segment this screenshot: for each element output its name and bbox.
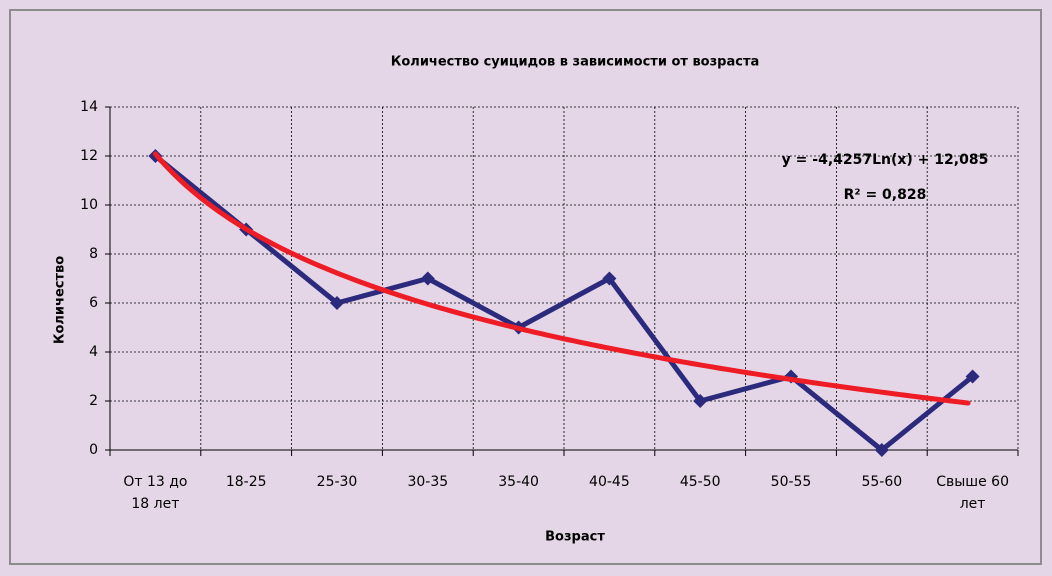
y-tick-label: 14 [80,99,98,115]
y-tick-label: 6 [89,295,98,311]
x-axis-label: Возраст [545,530,605,545]
x-tick-label: 30-35 [407,474,449,490]
x-tick-label: 55-60 [861,474,903,490]
x-tick-label: От 13 до 18 лет [123,474,188,512]
trendline-r-squared: R² = 0,828 [844,187,927,203]
data-point [874,443,889,457]
x-tick-label: 25-30 [316,474,358,490]
chart-frame [9,9,1042,565]
chart-title: Количество суицидов в зависимости от воз… [391,55,760,70]
y-tick-label: 4 [89,344,98,360]
data-point [330,296,344,310]
data-point [965,369,980,384]
y-tick-label: 10 [80,197,98,213]
trendline [152,151,971,406]
y-axis-label: Количество [53,256,68,344]
data-point [602,271,617,286]
x-tick-label: 45-50 [679,474,721,490]
data-point [693,394,708,408]
y-tick-label: 12 [80,148,98,164]
x-tick-label: Свыше 60 лет [936,474,1009,512]
x-tick-label: 35-40 [498,474,539,490]
trendline-equation: y = -4,4257Ln(x) + 12,085 [782,152,989,168]
data-line [153,154,975,453]
data-point [420,271,435,286]
x-tick-label: 18-25 [225,474,267,490]
y-tick-label: 0 [89,442,98,458]
x-tick-label: 40-45 [589,474,630,490]
y-tick-label: 8 [89,246,98,262]
y-tick-label: 2 [89,393,98,409]
x-tick-label: 50-55 [770,474,812,490]
